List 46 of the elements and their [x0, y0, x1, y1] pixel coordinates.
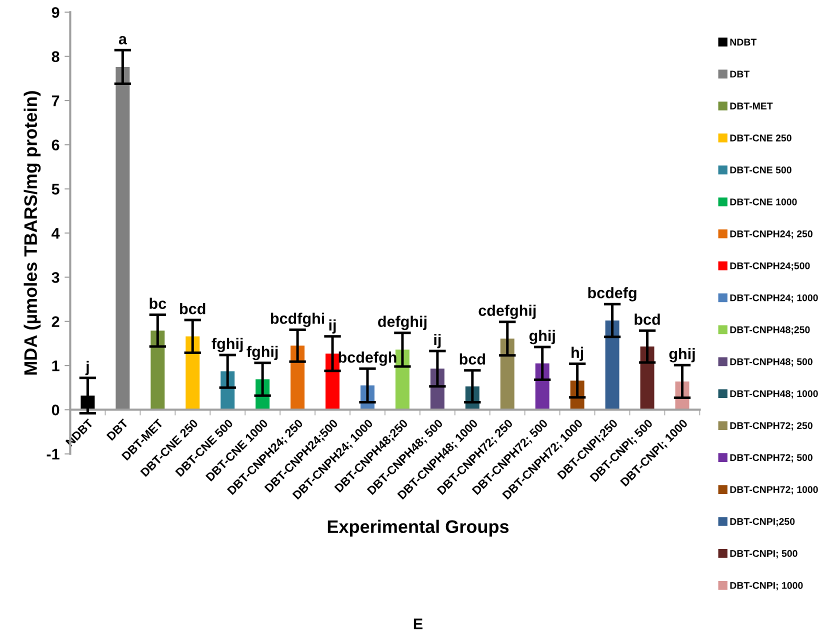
annotation: bcd	[634, 314, 660, 325]
y-tick-label: 9	[52, 7, 60, 18]
annotation: fghij	[246, 346, 278, 360]
annotation: ghij	[529, 330, 555, 344]
y-tick-label: 8	[52, 51, 60, 62]
legend-label: DBT-CNPI; 500	[730, 550, 798, 558]
annotation: cdefghij	[478, 304, 536, 320]
legend-label: DBT-CNE 1000	[730, 198, 797, 206]
y-tick-label: 2	[52, 316, 60, 327]
annotation: defghij	[378, 316, 426, 330]
y-axis-title: MDA (µmoles TBARS/mg protein)	[24, 91, 41, 375]
y-tick-label: 7	[52, 96, 60, 106]
legend-label: DBT-CNPH24; 1000	[730, 294, 818, 303]
y-tick-label: 0	[52, 404, 60, 416]
y-tick-label: 5	[52, 184, 60, 195]
legend-label: DBT-CNPH24;500	[730, 262, 810, 271]
y-tick-label: 1	[52, 360, 60, 372]
legend-label: DBT-CNE 250	[730, 134, 792, 142]
legend-label: DBT-CNE 500	[730, 166, 792, 174]
annotation: bcdefg	[588, 287, 636, 302]
annotation: fghij	[212, 338, 243, 352]
annotation: j	[85, 360, 89, 376]
legend-label: NDBT	[730, 38, 757, 46]
legend-label: DBT-CNPI;250	[730, 518, 795, 526]
legend-label: DBT-CNPH48; 1000	[730, 390, 818, 399]
annotation: ghij	[669, 348, 695, 362]
annotation: ij	[329, 319, 336, 334]
y-tick-label: 6	[52, 140, 60, 150]
legend-label: DBT-CNPH24; 250	[730, 230, 812, 239]
legend-label: DBT	[730, 70, 750, 78]
legend-label: DBT-CNPH48;250	[730, 326, 810, 335]
annotation: bcdfghi	[270, 312, 324, 327]
annotation: bc	[150, 298, 166, 309]
annotation: hj	[572, 346, 584, 362]
text: E	[414, 618, 422, 630]
legend-label: DBT-MET	[730, 102, 773, 110]
y-tick-label: 4	[52, 228, 60, 239]
x-axis-title: Experimental Groups	[328, 520, 509, 537]
annotation: ij	[434, 334, 441, 348]
y-tick-label: 3	[52, 272, 60, 283]
legend-label: DBT-CNPI; 1000	[730, 582, 803, 590]
y-tick-label: -1	[46, 448, 60, 460]
annotation: bcd	[460, 353, 485, 365]
annotation: bcd	[180, 303, 206, 314]
legend-label: DBT-CNPH48; 500	[730, 358, 812, 367]
annotation: a	[118, 36, 128, 44]
